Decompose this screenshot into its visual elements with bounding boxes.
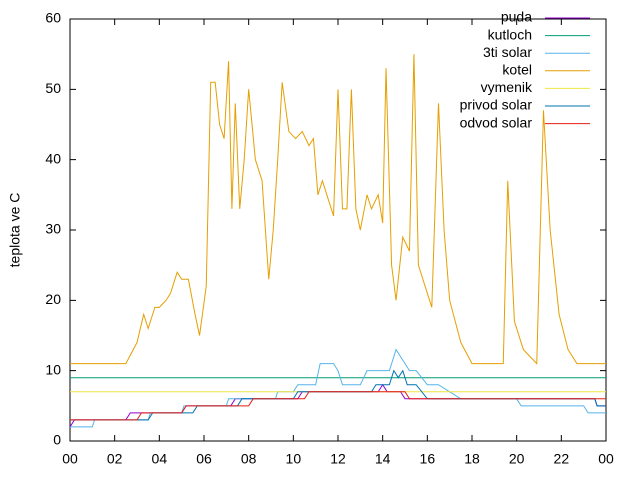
x-tick-label: 22 <box>554 451 570 467</box>
legend-label: kotel <box>502 62 532 78</box>
x-tick-label: 02 <box>107 451 123 467</box>
y-tick-label: 40 <box>45 150 61 166</box>
y-tick-label: 10 <box>45 361 61 377</box>
x-tick-label: 12 <box>330 451 346 467</box>
x-tick-label: 00 <box>62 451 78 467</box>
x-tick-label: 04 <box>152 451 168 467</box>
y-tick-label: 30 <box>45 221 61 237</box>
x-tick-label: 10 <box>286 451 302 467</box>
x-tick-label: 08 <box>241 451 257 467</box>
legend-label: 3ti solar <box>483 44 532 60</box>
x-tick-label: 14 <box>375 451 391 467</box>
legend-label: privod solar <box>460 97 533 113</box>
x-tick-label: 20 <box>509 451 525 467</box>
x-tick-label: 16 <box>420 451 436 467</box>
series-line <box>70 54 606 365</box>
legend-label: odvod solar <box>460 114 533 130</box>
y-tick-label: 20 <box>45 291 61 307</box>
series-line <box>70 348 606 428</box>
legend-label: puda <box>501 9 532 25</box>
y-tick-label: 50 <box>45 80 61 96</box>
x-tick-label: 18 <box>464 451 480 467</box>
series-line <box>70 391 606 421</box>
y-tick-label: 0 <box>53 432 61 448</box>
legend-label: kutloch <box>488 26 532 42</box>
x-tick-label: 06 <box>196 451 212 467</box>
y-tick-label: 60 <box>45 10 61 26</box>
x-tick-label: 00 <box>598 451 614 467</box>
legend-label: vymenik <box>481 79 533 95</box>
y-axis-label: teplota ve C <box>7 193 23 268</box>
